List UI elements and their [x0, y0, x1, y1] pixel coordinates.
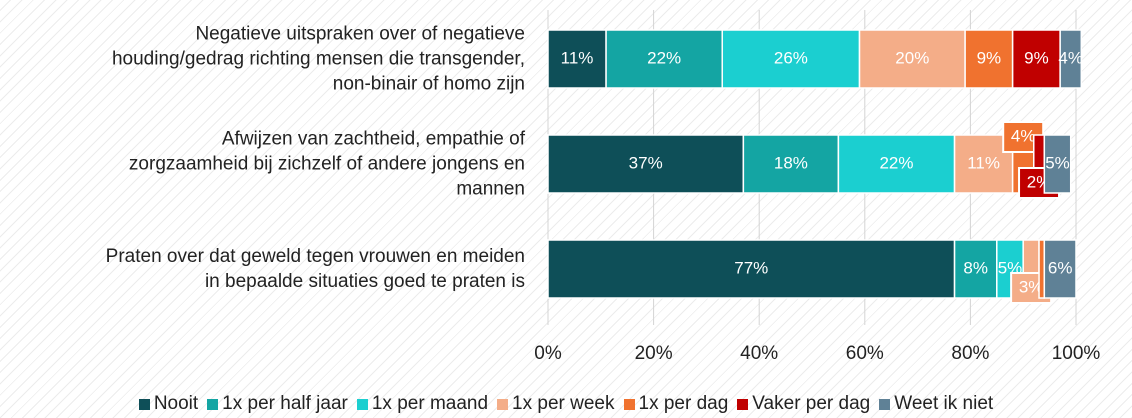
legend-label: Nooit [153, 393, 199, 414]
category-label: Negatieve uitspraken over of negatieve h… [111, 23, 525, 95]
x-tick-label: 0% [534, 343, 562, 364]
data-label: 22% [879, 153, 913, 172]
x-tick-label: 40% [740, 343, 778, 364]
legend-item: 1x per maand [356, 393, 489, 415]
data-label: 26% [774, 48, 808, 67]
data-label: 20% [895, 48, 929, 67]
data-label: 9% [977, 48, 1002, 67]
bar-segment [547, 239, 956, 299]
bar-segment [1038, 239, 1046, 299]
bar-segment [837, 134, 956, 194]
category-label: Praten over dat geweld tegen vrouwen en … [105, 246, 525, 292]
legend-label: 1x per half jaar [222, 393, 348, 414]
legend-label: Weet ik niet [894, 393, 994, 414]
data-label: 5% [1045, 153, 1070, 172]
data-label: 9% [1024, 48, 1049, 67]
legend-swatch [737, 398, 749, 410]
bar-segment [742, 134, 840, 194]
legend-swatch [623, 398, 635, 410]
bar-segment [1059, 29, 1083, 89]
data-label: 18% [774, 153, 808, 172]
legend-swatch [497, 398, 509, 410]
bar-segment [721, 29, 861, 89]
legend-label: 1x per dag [638, 393, 729, 414]
bar-segment [1043, 134, 1072, 194]
legend-item: 1x per half jaar [207, 393, 348, 415]
legend-item: Nooit [138, 393, 199, 415]
data-label: 4% [1058, 48, 1083, 67]
legend-swatch [879, 398, 891, 410]
data-label: 37% [629, 153, 663, 172]
legend-item: Weet ik niet [879, 393, 993, 415]
x-tick-label: 20% [635, 343, 673, 364]
x-tick-label: 100% [1052, 343, 1101, 364]
data-label: 4% [1011, 126, 1036, 145]
bar-segment [605, 29, 723, 89]
bar-segment [953, 239, 998, 299]
legend-item: Vaker per dag [737, 393, 870, 415]
legend-label: 1x per maand [371, 393, 489, 414]
x-tick-label: 60% [846, 343, 884, 364]
category-label: Afwijzen van zachtheid, empathie of zorg… [128, 128, 525, 200]
data-label: 11% [561, 48, 594, 67]
legend-item: 1x per dag [623, 393, 729, 415]
data-label: 11% [967, 153, 1000, 172]
legend-swatch [138, 398, 150, 410]
data-label: 22% [647, 48, 681, 67]
legend-label: 1x per week [512, 393, 615, 414]
data-label: 8% [963, 258, 988, 277]
legend-item: 1x per week [497, 393, 615, 415]
legend-swatch [207, 398, 219, 410]
legend: Nooit 1x per half jaar 1x per maand 1x per … [0, 393, 1132, 415]
bar-segment [858, 29, 966, 89]
bar-segment [547, 29, 607, 89]
data-label: 77% [734, 258, 768, 277]
data-label: 3% [1019, 277, 1044, 296]
legend-label: Vaker per dag [752, 393, 871, 414]
legend-swatch [356, 398, 368, 410]
x-tick-label: 80% [951, 343, 989, 364]
bar-segment [1043, 239, 1077, 299]
data-label: 6% [1048, 258, 1073, 277]
bar-segment [964, 29, 1014, 89]
